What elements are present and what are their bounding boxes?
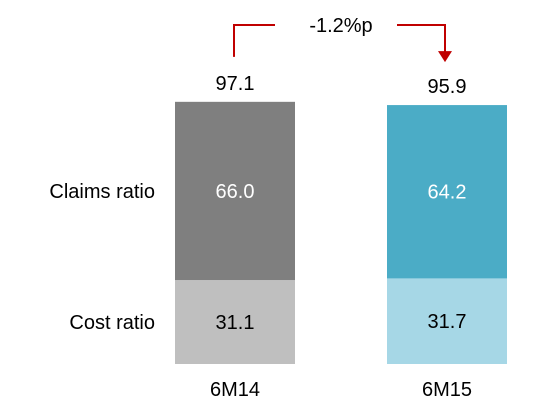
bar-segment: [387, 105, 507, 279]
bar-segment: [175, 280, 295, 364]
bar-segment: [175, 101, 295, 281]
category-label: 6M14: [210, 379, 260, 401]
series-name-label: Claims ratio: [49, 181, 155, 203]
data-label: 64.2: [428, 182, 467, 204]
total-label: 95.9: [428, 76, 467, 98]
data-label: 66.0: [216, 181, 255, 203]
category-label: 6M15: [422, 379, 472, 401]
series-labels-group: Cost ratio Claims ratio: [49, 181, 155, 334]
change-annotation: -1.2%p: [233, 15, 452, 63]
data-label: 31.7: [428, 311, 467, 333]
data-label: 31.1: [216, 312, 255, 334]
annotation-bracket-right: [397, 24, 446, 54]
bar-segment: [387, 278, 507, 364]
bars-group: 31.1 66.0 97.1 6M14 31.7 64.2 95.9 6M15: [175, 73, 507, 401]
total-label: 97.1: [216, 73, 255, 95]
annotation-text: -1.2%p: [309, 15, 372, 37]
series-name-label: Cost ratio: [69, 312, 155, 334]
down-arrow-icon: [438, 51, 452, 63]
annotation-bracket-left: [233, 24, 275, 57]
